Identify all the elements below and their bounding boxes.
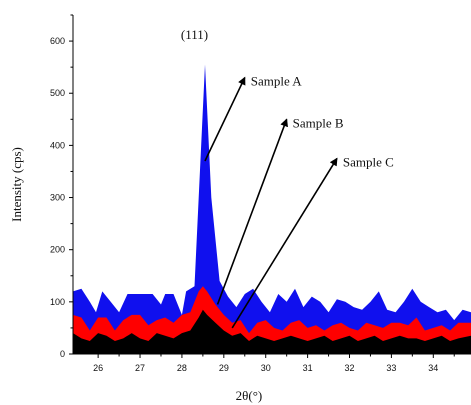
x-tick-label: 30 [261,363,271,373]
x-axis-label: 2θ(°) [236,388,263,403]
x-tick-label: 29 [219,363,229,373]
y-tick-label: 600 [50,36,65,46]
series-area-sample-a [73,64,471,354]
x-tick-label: 26 [93,363,103,373]
peak-label: (111) [181,27,208,42]
y-tick-label: 300 [50,193,65,203]
x-tick-label: 27 [135,363,145,373]
x-tick-label: 34 [428,363,438,373]
label-sample-a: Sample A [251,74,303,89]
series-area-sample-c [73,309,471,354]
axis-layer: 26 27 28 29 30 31 32 33 34 0 100 200 300 400 500 600 [50,14,471,373]
y-tick-label: 100 [50,297,65,307]
x-tick-label: 31 [303,363,313,373]
series-layer [73,64,471,354]
label-sample-c: Sample C [343,154,394,169]
arrow-sample-c [231,157,338,329]
y-axis-label: Intensity (cps) [9,147,24,222]
label-sample-b: Sample B [293,115,344,130]
annotation-layer: Sample A Sample B Sample C [204,74,394,329]
x-tick-label: 33 [386,363,396,373]
y-tick-label: 400 [50,140,65,150]
y-tick-label: 0 [60,349,65,359]
y-tick-label: 500 [50,88,65,98]
arrow-sample-b [216,118,288,305]
y-tick-label: 200 [50,245,65,255]
arrow-sample-a [204,76,246,162]
x-tick-label: 32 [344,363,354,373]
x-tick-label: 28 [177,363,187,373]
